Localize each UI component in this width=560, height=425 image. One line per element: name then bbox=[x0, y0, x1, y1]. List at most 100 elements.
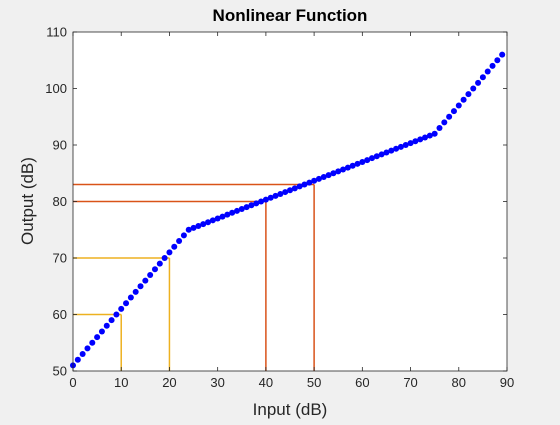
data-point bbox=[123, 300, 130, 307]
data-point bbox=[296, 183, 303, 190]
y-tick-label: 100 bbox=[45, 81, 67, 96]
y-tick-label: 60 bbox=[53, 307, 67, 322]
data-point bbox=[330, 170, 337, 177]
data-point bbox=[156, 260, 163, 267]
data-point bbox=[258, 198, 265, 205]
x-tick-label: 80 bbox=[452, 375, 466, 390]
data-point bbox=[127, 294, 134, 301]
data-point bbox=[364, 157, 371, 164]
data-point bbox=[142, 277, 149, 284]
data-point bbox=[89, 339, 96, 346]
x-tick-label: 30 bbox=[210, 375, 224, 390]
data-point bbox=[340, 166, 347, 173]
data-point bbox=[412, 138, 419, 145]
y-axis-ticks: 50 60 70 80 90 100 110 bbox=[45, 25, 507, 379]
data-point bbox=[315, 175, 322, 182]
y-tick-label: 80 bbox=[53, 194, 67, 209]
x-tick-label: 70 bbox=[403, 375, 417, 390]
data-point bbox=[450, 108, 457, 115]
y-tick-label: 50 bbox=[53, 364, 67, 379]
data-point bbox=[460, 96, 467, 103]
data-point bbox=[306, 179, 313, 186]
x-tick-label: 90 bbox=[500, 375, 514, 390]
data-point bbox=[180, 232, 187, 239]
data-point bbox=[470, 85, 477, 92]
data-point bbox=[320, 174, 327, 181]
data-point bbox=[282, 189, 289, 196]
data-point bbox=[287, 187, 293, 194]
data-point bbox=[118, 305, 125, 312]
x-tick-label: 50 bbox=[307, 375, 321, 390]
data-point bbox=[98, 328, 105, 335]
data-point bbox=[171, 243, 178, 250]
data-point bbox=[301, 181, 308, 188]
data-point bbox=[195, 222, 202, 229]
data-point bbox=[262, 196, 269, 203]
data-points bbox=[70, 51, 506, 369]
data-point bbox=[272, 192, 279, 199]
data-point bbox=[397, 143, 404, 150]
data-point bbox=[388, 147, 395, 154]
data-point bbox=[489, 62, 496, 69]
data-point bbox=[373, 153, 380, 160]
data-point bbox=[393, 145, 400, 152]
data-point bbox=[383, 149, 390, 156]
data-point bbox=[431, 130, 438, 137]
x-tick-label: 20 bbox=[162, 375, 176, 390]
data-point bbox=[479, 74, 486, 81]
data-point bbox=[335, 168, 342, 175]
data-point bbox=[484, 68, 491, 75]
data-point bbox=[422, 134, 429, 141]
data-point bbox=[494, 57, 501, 64]
data-point bbox=[209, 217, 216, 224]
data-point bbox=[113, 311, 120, 318]
data-point bbox=[151, 266, 158, 273]
data-point bbox=[267, 194, 274, 201]
data-point bbox=[325, 172, 332, 179]
data-point bbox=[277, 190, 284, 197]
chart-title: Nonlinear Function bbox=[213, 6, 368, 25]
x-tick-label: 0 bbox=[69, 375, 76, 390]
x-axis-label: Input (dB) bbox=[253, 400, 328, 419]
data-point bbox=[354, 160, 361, 167]
data-point bbox=[74, 356, 81, 363]
data-point bbox=[94, 334, 101, 341]
data-point bbox=[185, 226, 192, 233]
data-point bbox=[238, 206, 245, 213]
data-point bbox=[436, 125, 443, 132]
data-point bbox=[161, 255, 168, 261]
data-point bbox=[224, 211, 231, 218]
data-point bbox=[426, 132, 433, 139]
data-point bbox=[147, 271, 154, 278]
data-point bbox=[79, 351, 86, 358]
data-point bbox=[219, 213, 226, 220]
data-point bbox=[253, 200, 260, 207]
data-point bbox=[402, 142, 409, 148]
data-point bbox=[166, 249, 173, 256]
data-point bbox=[455, 102, 462, 109]
data-point bbox=[200, 221, 207, 228]
data-point bbox=[344, 164, 351, 171]
y-axis-label: Output (dB) bbox=[18, 157, 37, 245]
data-point bbox=[417, 136, 424, 143]
x-tick-label: 60 bbox=[355, 375, 369, 390]
data-point bbox=[349, 162, 356, 169]
data-point bbox=[378, 151, 385, 158]
data-point bbox=[359, 158, 366, 165]
data-point bbox=[446, 113, 453, 120]
y-tick-label: 90 bbox=[53, 138, 67, 153]
data-point bbox=[407, 140, 414, 147]
reference-lines bbox=[73, 183, 315, 371]
y-tick-label: 110 bbox=[46, 25, 67, 40]
data-point bbox=[229, 209, 236, 216]
data-point bbox=[368, 155, 375, 162]
data-point bbox=[176, 238, 183, 245]
data-point bbox=[475, 79, 482, 86]
data-point bbox=[499, 51, 506, 58]
y-tick-label: 70 bbox=[53, 251, 67, 266]
data-point bbox=[108, 317, 115, 324]
data-point bbox=[291, 185, 298, 192]
data-point bbox=[248, 202, 255, 209]
x-tick-label: 40 bbox=[259, 375, 273, 390]
